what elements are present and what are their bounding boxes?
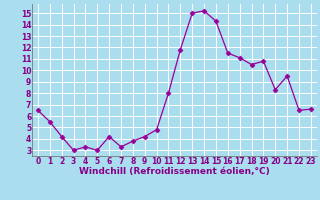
X-axis label: Windchill (Refroidissement éolien,°C): Windchill (Refroidissement éolien,°C) [79,167,270,176]
